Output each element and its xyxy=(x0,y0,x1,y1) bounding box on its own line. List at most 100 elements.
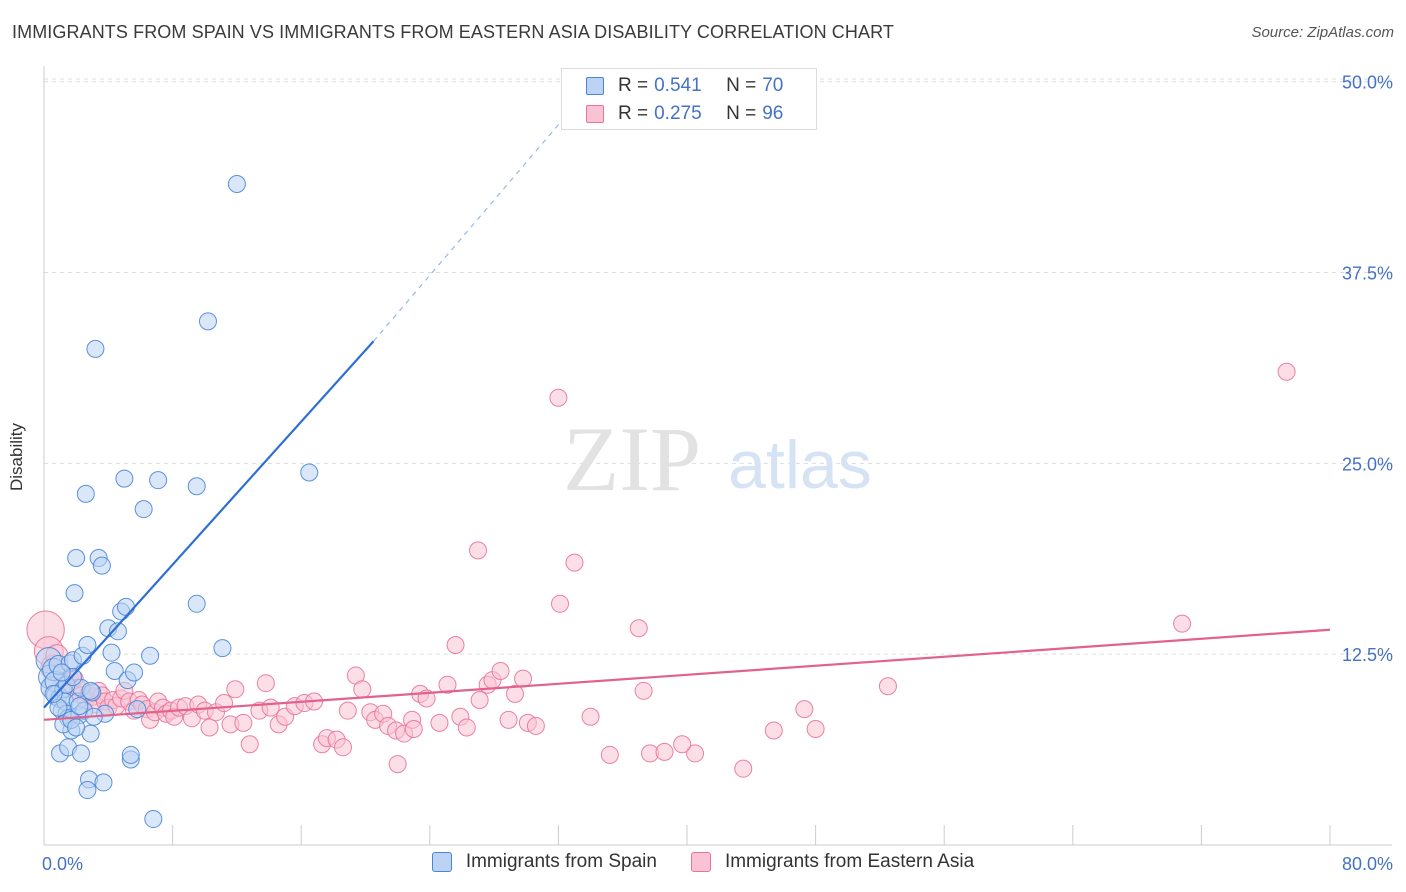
spain-point xyxy=(105,661,124,680)
correlation-legend: R = 0.541 N = 70 R = 0.275 N = 96 xyxy=(561,68,817,130)
series-spain-points xyxy=(35,175,319,829)
spain-point xyxy=(187,594,206,613)
legend-label-eastern-asia: Immigrants from Eastern Asia xyxy=(724,851,975,872)
spain-point xyxy=(198,312,217,331)
eastern-asia-point xyxy=(491,661,510,680)
eastern-asia-point xyxy=(600,745,619,764)
eastern-asia-point xyxy=(404,719,423,738)
eastern-asia-point xyxy=(333,738,352,757)
eastern-asia-point xyxy=(634,681,653,700)
swatch-spain xyxy=(586,77,604,95)
spain-point xyxy=(300,463,319,482)
spain-point xyxy=(128,700,147,719)
eastern-asia-point xyxy=(499,710,518,729)
legend-item-eastern-asia[interactable]: Immigrants from Eastern Asia xyxy=(690,851,975,873)
spain-point xyxy=(227,175,246,194)
chart-title: IMMIGRANTS FROM SPAIN VS IMMIGRANTS FROM… xyxy=(12,22,894,42)
spain-point xyxy=(70,697,89,716)
axes xyxy=(43,66,1392,846)
swatch-spain xyxy=(431,852,452,872)
spain-point xyxy=(125,663,144,682)
y-tick-label: 50.0% xyxy=(1342,73,1393,93)
eastern-asia-point xyxy=(226,680,245,699)
eastern-asia-point xyxy=(549,388,568,407)
spain-point xyxy=(52,663,71,682)
eastern-asia-point xyxy=(505,684,524,703)
spain-point xyxy=(116,597,135,616)
eastern-asia-point xyxy=(457,718,476,737)
source-label: Source: ZipAtlas.com xyxy=(1251,24,1394,41)
r-label: R = xyxy=(618,75,649,96)
eastern-asia-point xyxy=(878,677,897,696)
eastern-asia-point xyxy=(734,759,753,778)
legend-item-spain[interactable]: Immigrants from Spain xyxy=(431,851,657,873)
eastern-asia-point xyxy=(446,636,465,655)
spain-point xyxy=(67,718,86,737)
spain-point xyxy=(71,744,90,763)
watermark-zip: ZIP xyxy=(563,408,701,510)
series-legend: Immigrants from Spain Immigrants from Ea… xyxy=(0,851,1406,873)
legend-row-spain: R = 0.541 N = 70 xyxy=(586,74,783,98)
spain-point xyxy=(102,643,121,662)
eastern-asia-point xyxy=(1277,362,1296,381)
spain-point xyxy=(65,584,84,603)
legend-row-eastern-asia: R = 0.275 N = 96 xyxy=(586,102,783,126)
spain-point xyxy=(78,636,97,655)
spain-point xyxy=(81,681,100,700)
n-value-spain: 70 xyxy=(762,75,784,96)
n-label: N = xyxy=(726,75,757,96)
y-tick-label: 37.5% xyxy=(1342,264,1393,284)
eastern-asia-point xyxy=(795,700,814,719)
series-eastern-asia-points xyxy=(26,362,1296,778)
eastern-asia-point xyxy=(806,719,825,738)
spain-point xyxy=(144,810,163,829)
eastern-asia-point xyxy=(470,690,489,709)
spain-point xyxy=(187,477,206,496)
spain-point xyxy=(44,684,63,703)
grid-lines xyxy=(44,78,1392,655)
eastern-asia-point xyxy=(629,619,648,638)
spain-point xyxy=(92,556,111,575)
n-label: N = xyxy=(726,103,757,124)
spain-point xyxy=(86,339,105,358)
eastern-asia-point xyxy=(686,744,705,763)
eastern-asia-point xyxy=(565,553,584,572)
eastern-asia-point xyxy=(261,698,280,717)
y-tick-label: 25.0% xyxy=(1342,454,1393,474)
trend-line-spain xyxy=(43,340,375,709)
trend-line-spain-extension xyxy=(373,114,567,342)
tick-labels: 12.5% 25.0% 37.5% 50.0% 0.0% 80.0% xyxy=(42,73,1393,874)
spain-point xyxy=(134,500,153,519)
eastern-asia-point xyxy=(353,680,372,699)
x-tick-label-min: 0.0% xyxy=(42,854,83,874)
r-value-spain: 0.541 xyxy=(654,75,702,96)
eastern-asia-point xyxy=(1173,614,1192,633)
eastern-asia-point xyxy=(256,674,275,693)
eastern-asia-point xyxy=(673,735,692,754)
watermark: ZIP atlas xyxy=(563,408,872,510)
eastern-asia-point xyxy=(581,707,600,726)
eastern-asia-point xyxy=(764,721,783,740)
spain-point xyxy=(67,549,86,568)
r-value-eastern-asia: 0.275 xyxy=(654,103,702,124)
eastern-asia-point xyxy=(388,755,407,774)
swatch-eastern-asia xyxy=(586,105,604,123)
eastern-asia-point xyxy=(438,675,457,694)
eastern-asia-point xyxy=(655,742,674,761)
spain-point xyxy=(78,781,97,800)
spain-point xyxy=(121,745,140,764)
y-tick-label: 12.5% xyxy=(1342,645,1393,665)
trend-lines xyxy=(43,114,1331,721)
eastern-asia-point xyxy=(215,694,234,713)
eastern-asia-point xyxy=(200,718,219,737)
legend-label-spain: Immigrants from Spain xyxy=(465,851,657,872)
eastern-asia-point xyxy=(551,594,570,613)
watermark-atlas: atlas xyxy=(728,427,872,503)
spain-point xyxy=(115,469,134,488)
r-label: R = xyxy=(618,103,649,124)
eastern-asia-point xyxy=(526,716,545,735)
eastern-asia-point xyxy=(338,701,357,720)
spain-point xyxy=(94,773,113,792)
eastern-asia-point xyxy=(234,713,253,732)
